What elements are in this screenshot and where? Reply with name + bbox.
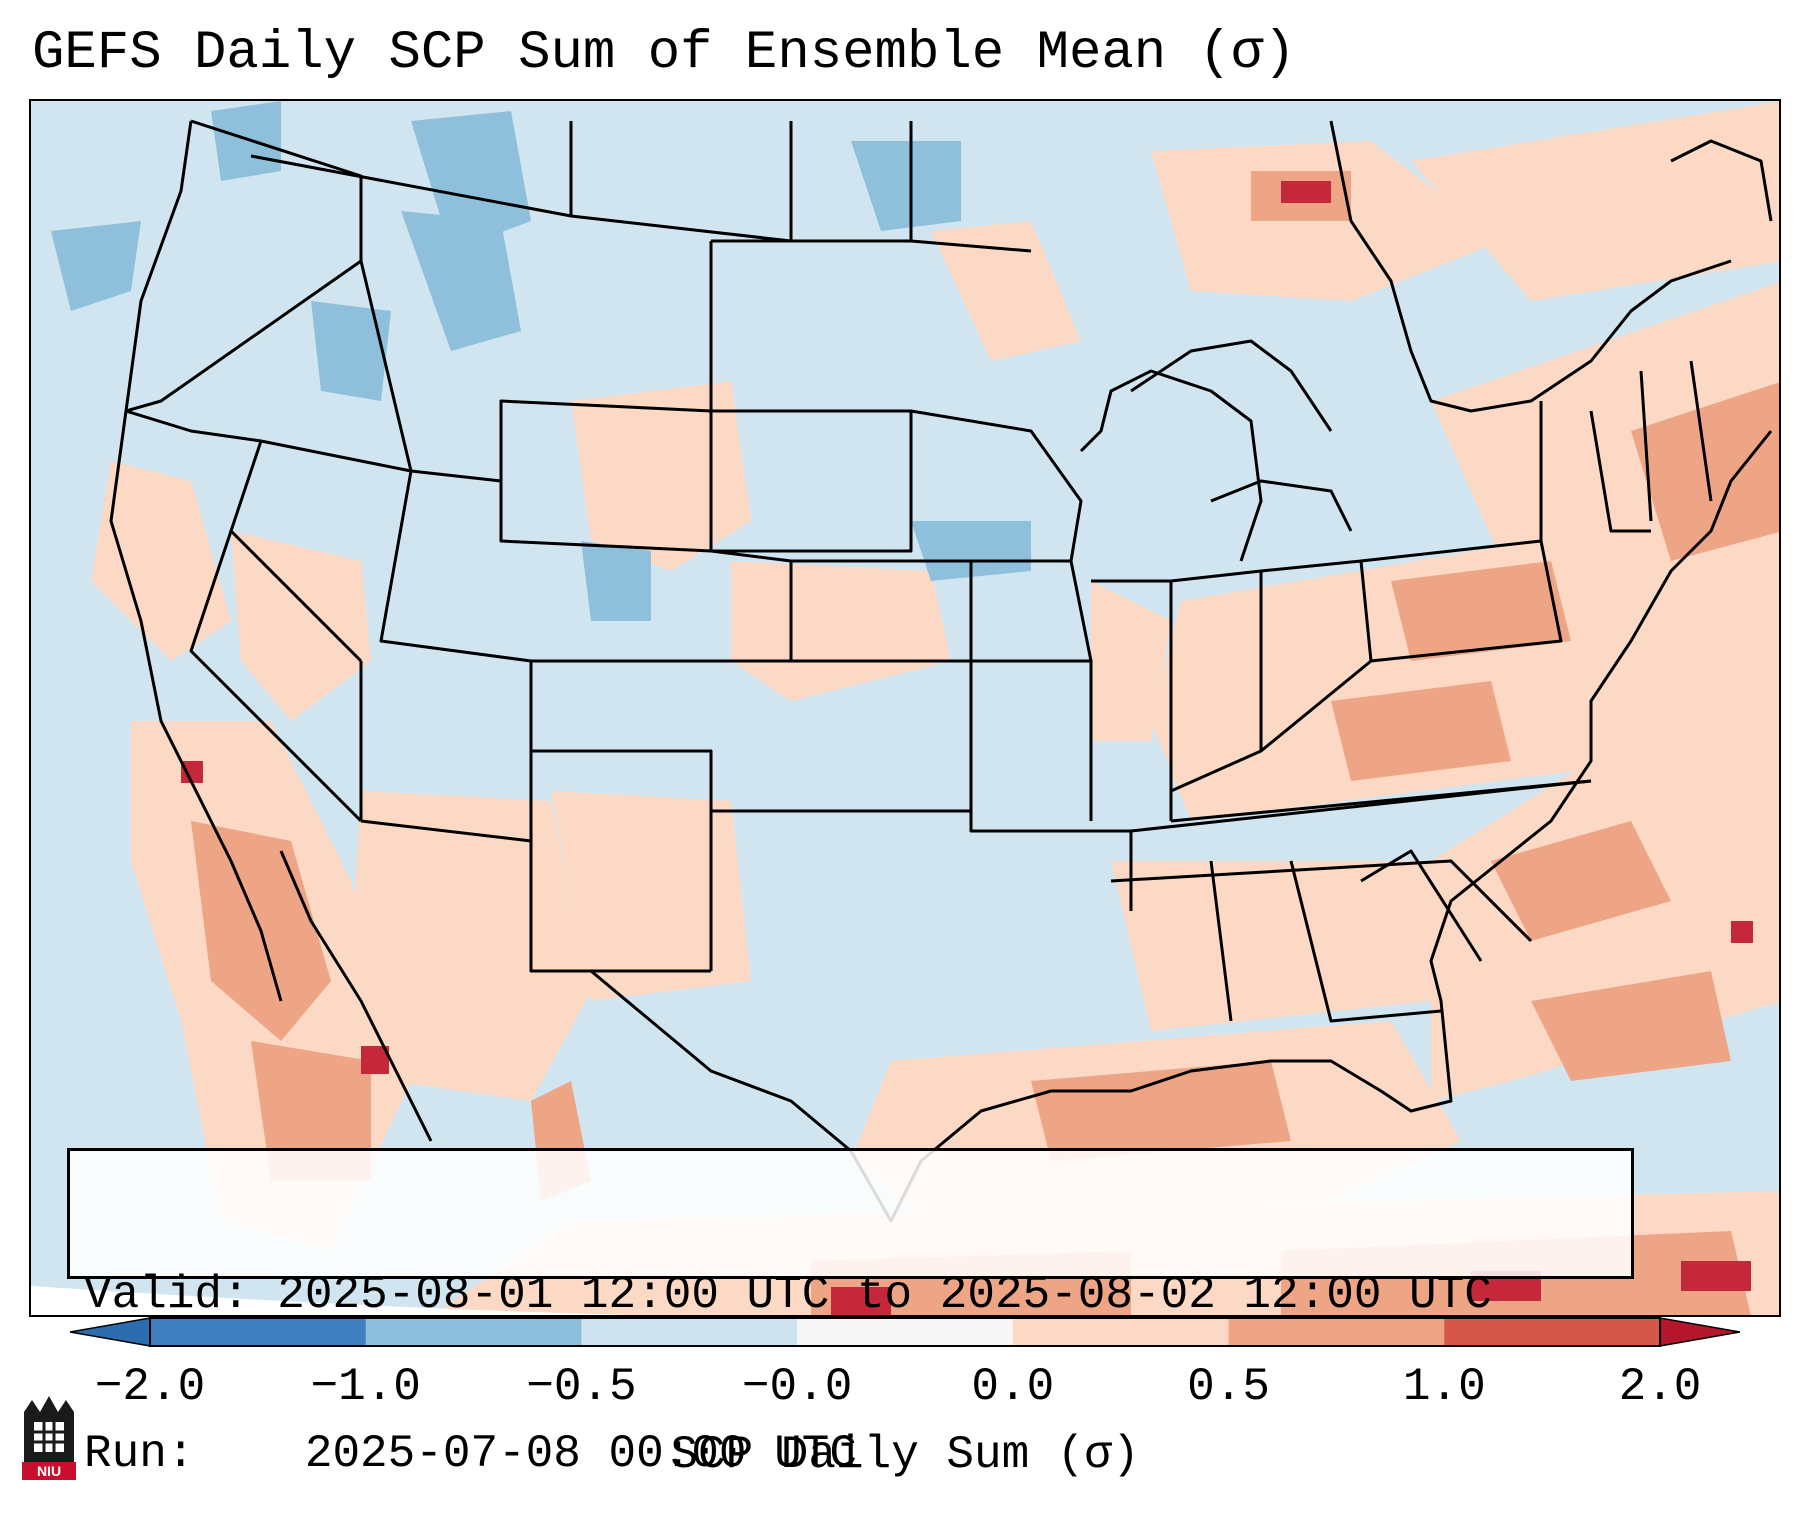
colorbar-bin (1444, 1318, 1661, 1346)
colorbar-outline (149, 1317, 1661, 1347)
run-label: Run: (84, 1428, 195, 1480)
colorbar-tick-label: 1.0 (1402, 1361, 1486, 1413)
colorbar-bin (581, 1318, 798, 1346)
valid-label: Valid: (84, 1269, 250, 1321)
colorbar-tick-label: −0.5 (526, 1361, 637, 1413)
colorbar-tick-label: −1.0 (310, 1361, 421, 1413)
colorbar (70, 1317, 1740, 1347)
colorbar-extend-low (70, 1317, 151, 1347)
info-box: Valid: 2025-08-01 12:00 UTC to 2025-08-0… (67, 1148, 1634, 1480)
colorbar-tick-label: −2.0 (94, 1361, 206, 1413)
valid-line: Valid: 2025-08-01 12:00 UTC to 2025-08-0… (84, 1269, 1617, 1322)
map-panel[interactable] (29, 99, 1781, 1317)
colorbar-bin (1012, 1318, 1230, 1346)
colorbar-bin (1228, 1318, 1445, 1346)
colorbar-bin (365, 1318, 582, 1346)
colorbar-bin (150, 1318, 367, 1346)
niu-logo: NIU (22, 1396, 76, 1480)
colorbar-tick-label: −0.0 (741, 1361, 853, 1413)
colorbar-tick-label: 0.5 (1187, 1361, 1270, 1413)
run-line: Run: 2025-07-08 00:00 UTC (84, 1428, 1617, 1481)
negative-anomaly-areas (51, 101, 1031, 621)
masked-region (31, 1286, 636, 1315)
colorbar-extend-high (1659, 1317, 1740, 1347)
logo-text: NIU (37, 1463, 61, 1479)
colorbar-tick-label: 0.0 (971, 1361, 1055, 1413)
map-canvas[interactable] (31, 101, 1781, 1317)
colorbar-tick-label: 2.0 (1618, 1361, 1702, 1413)
colorbar-bin (797, 1318, 1014, 1346)
colorbar-bins (150, 1318, 1661, 1346)
valid-value: 2025-08-01 12:00 UTC to 2025-08-02 12:00… (277, 1269, 1492, 1321)
state-boundaries (125, 119, 1713, 1023)
colorbar-label: SCP Daily Sum (σ) (670, 1429, 1140, 1481)
map-title: GEFS Daily SCP Sum of Ensemble Mean (σ) (32, 23, 1296, 84)
run-value: 2025-07-08 00:00 UTC (304, 1428, 857, 1480)
